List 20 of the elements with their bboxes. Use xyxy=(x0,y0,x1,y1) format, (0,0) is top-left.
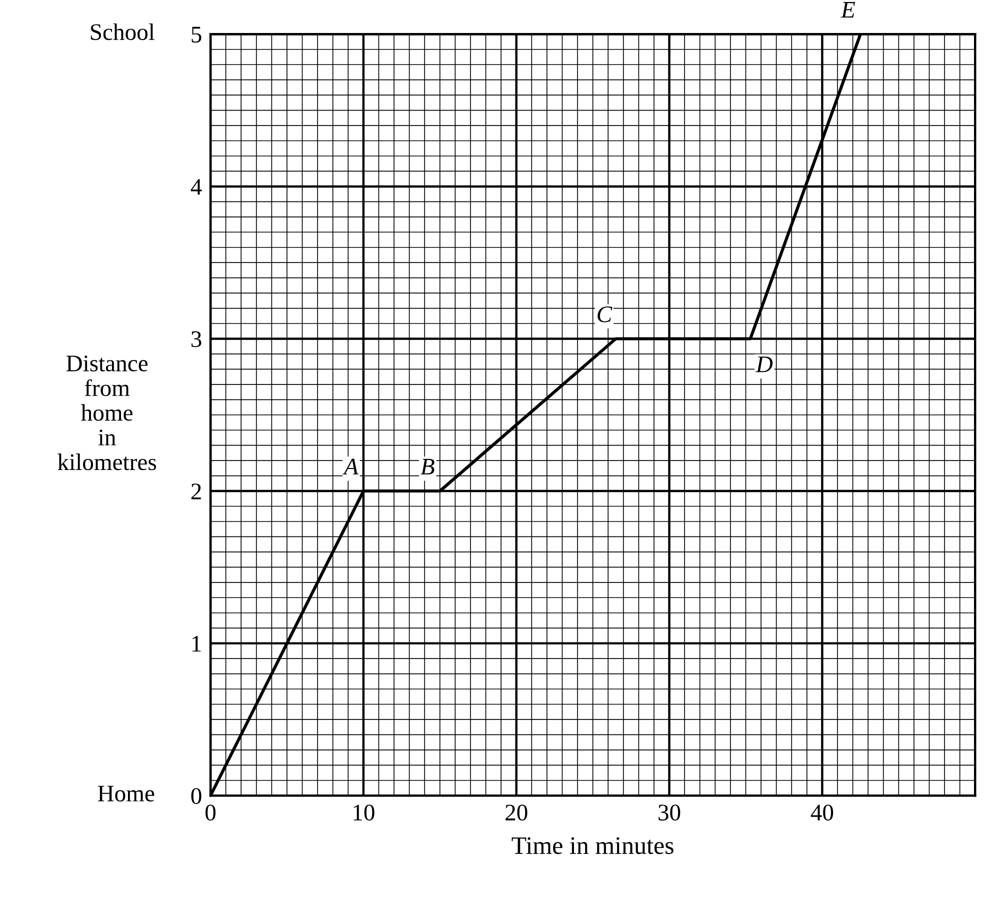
annotation: C xyxy=(598,306,612,322)
y-axis-title: Distance from home in kilometres xyxy=(58,356,156,470)
text: School xyxy=(90,23,154,40)
text: Home xyxy=(98,786,154,802)
annotation: E xyxy=(840,2,856,18)
annotation: D xyxy=(756,356,773,372)
x-axis-title: Time in minutes xyxy=(512,837,674,854)
x-tick-label: 30 xyxy=(658,804,680,821)
x-tick-label: 20 xyxy=(506,804,528,821)
x-tick-label: 40 xyxy=(810,804,834,821)
y-tick-label: 2 xyxy=(191,484,201,500)
x-tick-label: 0 xyxy=(206,804,216,821)
y-tick-label: 4 xyxy=(190,179,202,195)
annotation: A xyxy=(342,458,358,474)
x-tick-label: 10 xyxy=(354,804,374,821)
y-tick-label: 3 xyxy=(192,331,202,348)
y-tick-label: 0 xyxy=(191,788,202,804)
annotation: B xyxy=(420,458,434,474)
y-tick-label: 1 xyxy=(192,636,201,652)
y-tick-label: 5 xyxy=(192,26,202,43)
